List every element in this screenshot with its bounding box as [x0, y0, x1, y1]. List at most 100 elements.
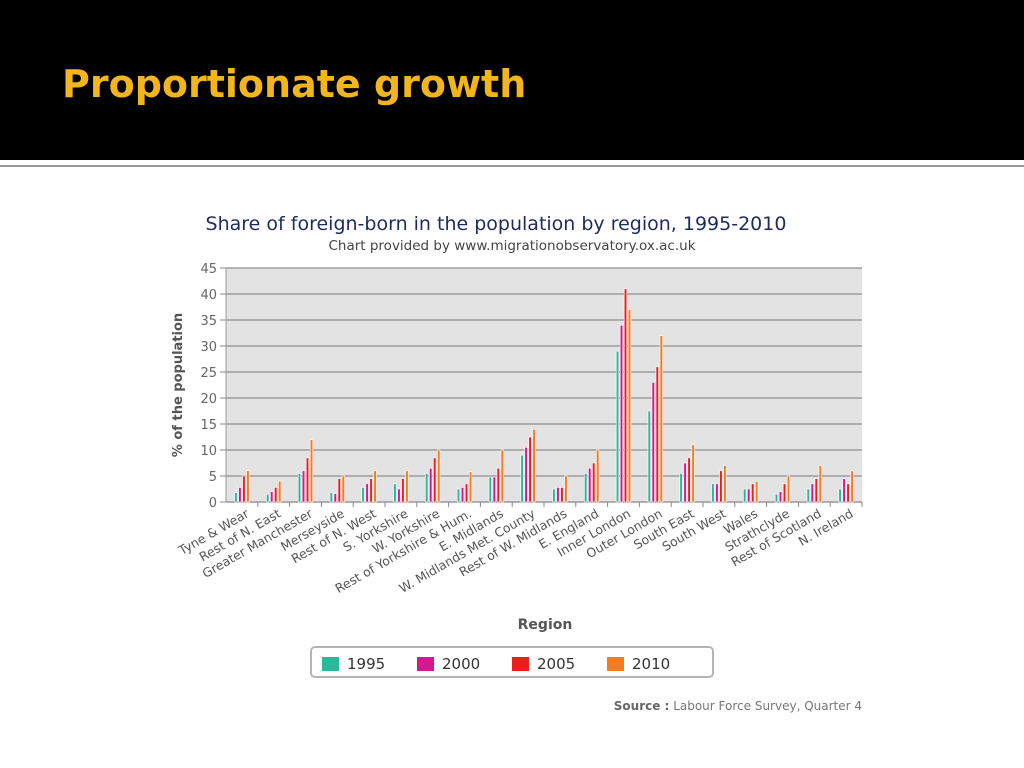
legend-item-2010[interactable]: 2010: [607, 655, 670, 673]
legend-label: 2000: [442, 655, 481, 673]
y-tick-label: 45: [200, 262, 217, 277]
bar-2000: [556, 487, 560, 503]
bar-1995: [329, 492, 333, 503]
y-tick-label: 20: [200, 392, 217, 407]
legend-label: 1995: [347, 655, 386, 673]
bar-1995: [425, 473, 429, 503]
bar-2010: [278, 480, 282, 503]
bar-2000: [619, 324, 624, 503]
y-tick-label: 40: [200, 288, 217, 303]
slide-header: [0, 0, 1024, 160]
y-tick-label: 0: [209, 496, 217, 511]
bar-2000: [333, 493, 337, 503]
bar-2000: [270, 491, 274, 503]
bar-2005: [687, 457, 691, 503]
bar-2010: [309, 439, 314, 503]
bar-2010: [405, 470, 409, 503]
bar-1995: [743, 488, 747, 503]
bar-2000: [810, 483, 814, 503]
legend-item-1995[interactable]: 1995: [322, 655, 385, 673]
bar-2000: [842, 478, 846, 503]
bar-2010: [373, 470, 377, 503]
bar-2010: [532, 428, 536, 503]
bar-2000: [238, 487, 242, 503]
source-text: Labour Force Survey, Quarter 4: [673, 699, 862, 713]
bar-2000: [301, 470, 306, 503]
bar-2000: [397, 488, 401, 503]
source-label: Source :: [613, 699, 670, 713]
bar-2000: [715, 483, 719, 503]
bar-1995: [838, 488, 842, 503]
bar-2010: [659, 335, 663, 503]
chart-title: Share of foreign-born in the population …: [206, 213, 787, 235]
bar-2000: [365, 483, 369, 503]
y-tick-label: 5: [209, 470, 217, 485]
bar-1995: [520, 454, 524, 503]
bar-2005: [655, 366, 659, 503]
bar-2005: [433, 457, 437, 503]
bar-2005: [719, 470, 723, 503]
bar-1995: [361, 487, 365, 503]
bar-2005: [782, 483, 787, 503]
bar-1995: [393, 483, 397, 503]
legend-item-2005[interactable]: 2005: [512, 655, 575, 673]
bar-2010: [755, 480, 759, 503]
legend-swatch: [512, 657, 529, 671]
bar-2000: [524, 447, 528, 503]
bar-2005: [814, 478, 818, 503]
bar-2010: [786, 475, 791, 503]
bar-2010: [596, 449, 600, 503]
x-axis-label: Region: [518, 617, 573, 633]
bar-2005: [274, 487, 278, 503]
y-tick-label: 15: [200, 418, 217, 433]
bar-2010: [437, 449, 441, 503]
bar-2000: [429, 467, 433, 503]
legend-item-2000[interactable]: 2000: [417, 655, 480, 673]
bar-2010: [627, 309, 632, 503]
bar-1995: [584, 473, 588, 503]
bar-2000: [651, 382, 655, 503]
bar-2005: [623, 288, 628, 503]
bar-2005: [592, 462, 596, 503]
legend-swatch: [607, 657, 624, 671]
slide-title: Proportionate growth: [62, 62, 527, 106]
chart-legend: 1995 2000 2005 2010: [310, 646, 714, 678]
bar-1995: [266, 493, 270, 503]
bar-2010: [818, 465, 822, 503]
bar-2010: [500, 449, 504, 503]
bar-2010: [246, 470, 250, 503]
bar-2005: [751, 483, 755, 503]
bar-2005: [464, 483, 469, 503]
bar-2010: [468, 471, 473, 503]
bar-2005: [560, 487, 564, 503]
y-tick-label: 30: [200, 340, 217, 355]
bar-2000: [683, 462, 687, 503]
chart-subtitle: Chart provided by www.migrationobservato…: [328, 238, 695, 254]
bar-2005: [242, 475, 246, 503]
bar-2005: [496, 467, 500, 503]
legend-label: 2010: [632, 655, 671, 673]
bar-2010: [850, 470, 854, 503]
header-divider-gray: [0, 165, 1024, 167]
bar-2000: [588, 467, 592, 503]
y-tick-label: 35: [200, 314, 217, 329]
bar-1995: [234, 492, 238, 503]
bar-2000: [778, 491, 783, 503]
bar-2005: [369, 478, 373, 503]
bar-1995: [774, 493, 779, 503]
bar-2000: [747, 488, 751, 503]
bar-2005: [305, 457, 310, 503]
bar-2010: [564, 475, 568, 503]
bar-2005: [337, 478, 341, 503]
bar-1995: [552, 488, 556, 503]
legend-swatch: [322, 657, 339, 671]
y-tick-label: 25: [200, 366, 217, 381]
bar-1995: [679, 473, 683, 503]
y-tick-label: 10: [200, 444, 217, 459]
chart-source: Source : Labour Force Survey, Quarter 4: [614, 699, 862, 713]
bar-1995: [647, 410, 651, 503]
bar-1995: [711, 483, 715, 503]
bar-2000: [460, 487, 465, 503]
bar-2005: [401, 478, 405, 503]
